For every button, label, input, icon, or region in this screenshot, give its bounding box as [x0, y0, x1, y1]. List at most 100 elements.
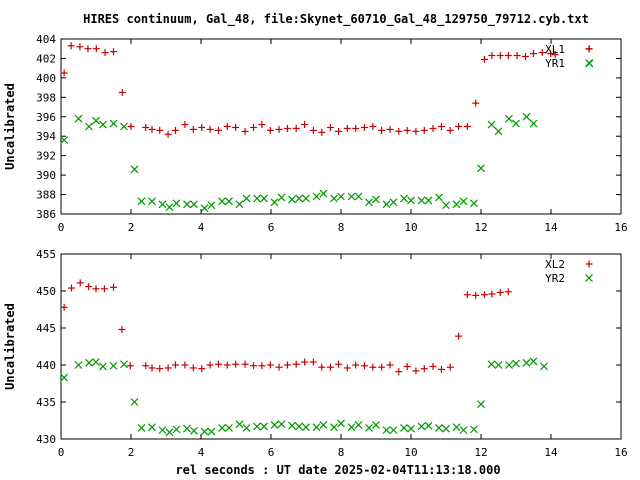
- data-point-x: [400, 194, 408, 203]
- legend-label: XL1: [545, 43, 565, 56]
- data-point-plus: [318, 128, 326, 136]
- bottom-panel: 0 2 4 6 8 10 12 14 16 430 435 440 445 450 455 Uncalibra…: [3, 248, 628, 459]
- data-point-x: [92, 116, 100, 125]
- data-point-plus: [301, 121, 309, 129]
- y-tick-label: 445: [36, 322, 56, 335]
- x-tick-label: 4: [198, 221, 205, 234]
- x-tick-label: 2: [128, 446, 135, 459]
- data-point-plus: [386, 125, 394, 133]
- data-point-x: [183, 424, 191, 433]
- data-point-x: [452, 200, 461, 209]
- data-point-plus: [275, 125, 283, 133]
- data-point-plus: [67, 42, 75, 50]
- data-point-plus: [266, 361, 274, 369]
- data-point-x: [424, 421, 433, 430]
- data-point-x: [442, 424, 450, 433]
- data-point-x: [242, 423, 251, 432]
- data-point-plus: [420, 365, 428, 373]
- y-axis-label: Uncalibrated: [3, 303, 17, 390]
- data-point-plus: [223, 361, 231, 369]
- data-point-x: [277, 193, 286, 202]
- data-point-x: [207, 201, 216, 210]
- data-point-plus: [301, 358, 309, 366]
- data-point-x: [312, 192, 321, 201]
- data-point-plus: [446, 363, 454, 371]
- legend-marker: [585, 59, 593, 67]
- y-axis-label: Uncalibrated: [3, 83, 17, 170]
- data-point-x: [165, 203, 174, 212]
- data-point-x: [270, 421, 279, 429]
- data-point-plus: [318, 363, 326, 371]
- data-point-x: [74, 361, 83, 369]
- data-point-plus: [101, 49, 109, 57]
- data-point-plus: [455, 123, 463, 130]
- data-point-plus: [68, 284, 75, 292]
- data-point-x: [92, 358, 100, 366]
- data-point-x: [382, 426, 391, 435]
- legend-label: YR1: [545, 57, 565, 70]
- data-point-plus: [360, 362, 368, 370]
- data-point-plus: [386, 361, 394, 369]
- data-point-plus: [127, 123, 135, 130]
- data-point-x: [337, 192, 345, 201]
- data-point-x: [372, 195, 380, 204]
- data-point-plus: [241, 127, 249, 135]
- data-point-x: [522, 112, 531, 121]
- data-point-plus: [472, 99, 480, 107]
- data-point-x: [109, 119, 118, 128]
- data-point-plus: [481, 55, 488, 63]
- y-tick-label: 450: [36, 285, 56, 298]
- data-point-x: [435, 193, 443, 202]
- y-tick-label: 394: [36, 130, 56, 143]
- data-point-x: [288, 195, 296, 204]
- y-tick-label: 390: [36, 169, 56, 182]
- data-point-plus: [156, 365, 164, 373]
- x-tick-label: 6: [268, 221, 275, 234]
- data-point-plus: [232, 360, 240, 368]
- x-tick-label: 16: [614, 446, 627, 459]
- y-tick-label: 430: [36, 433, 56, 446]
- data-point-x: [172, 425, 181, 434]
- data-point-x: [225, 197, 233, 206]
- legend-label: XL2: [545, 258, 565, 271]
- data-point-plus: [118, 325, 126, 333]
- data-point-x: [512, 119, 520, 128]
- x-tick-label: 16: [614, 221, 627, 234]
- x-tick-label: 2: [128, 221, 135, 234]
- x-tick-label: 14: [544, 221, 558, 234]
- data-point-plus: [266, 126, 274, 134]
- data-point-x: [365, 198, 373, 207]
- data-point-plus: [343, 364, 351, 372]
- x-tick-label: 12: [474, 221, 487, 234]
- data-point-plus: [198, 123, 206, 131]
- data-point-plus: [412, 127, 420, 135]
- y-tick-label: 404: [36, 33, 56, 46]
- data-point-x: [389, 198, 398, 207]
- data-point-plus: [171, 361, 179, 369]
- data-point-plus: [148, 125, 156, 133]
- data-point-plus: [258, 121, 266, 129]
- data-point-x: [505, 361, 513, 369]
- data-point-x: [459, 426, 468, 435]
- data-point-plus: [126, 362, 134, 370]
- data-point-plus: [215, 126, 222, 134]
- legend-marker: [585, 274, 593, 282]
- data-point-plus: [164, 130, 172, 138]
- data-point-x: [235, 420, 244, 429]
- data-point-plus: [84, 45, 92, 53]
- data-point-plus: [100, 285, 108, 293]
- data-point-x: [487, 360, 496, 369]
- data-point-x: [347, 423, 356, 432]
- chart-title: HIRES continuum, Gal_48, file:Skynet_607…: [83, 12, 589, 27]
- x-tick-label: 8: [338, 221, 345, 234]
- data-point-plus: [189, 125, 197, 133]
- y-tick-label: 435: [36, 396, 56, 409]
- data-point-x: [218, 197, 226, 206]
- data-point-x: [109, 361, 118, 370]
- data-point-plus: [283, 361, 291, 369]
- x-tick-label: 12: [474, 446, 487, 459]
- data-point-plus: [283, 124, 291, 132]
- data-point-plus: [530, 50, 537, 58]
- data-point-plus: [504, 52, 512, 60]
- data-point-x: [529, 357, 538, 366]
